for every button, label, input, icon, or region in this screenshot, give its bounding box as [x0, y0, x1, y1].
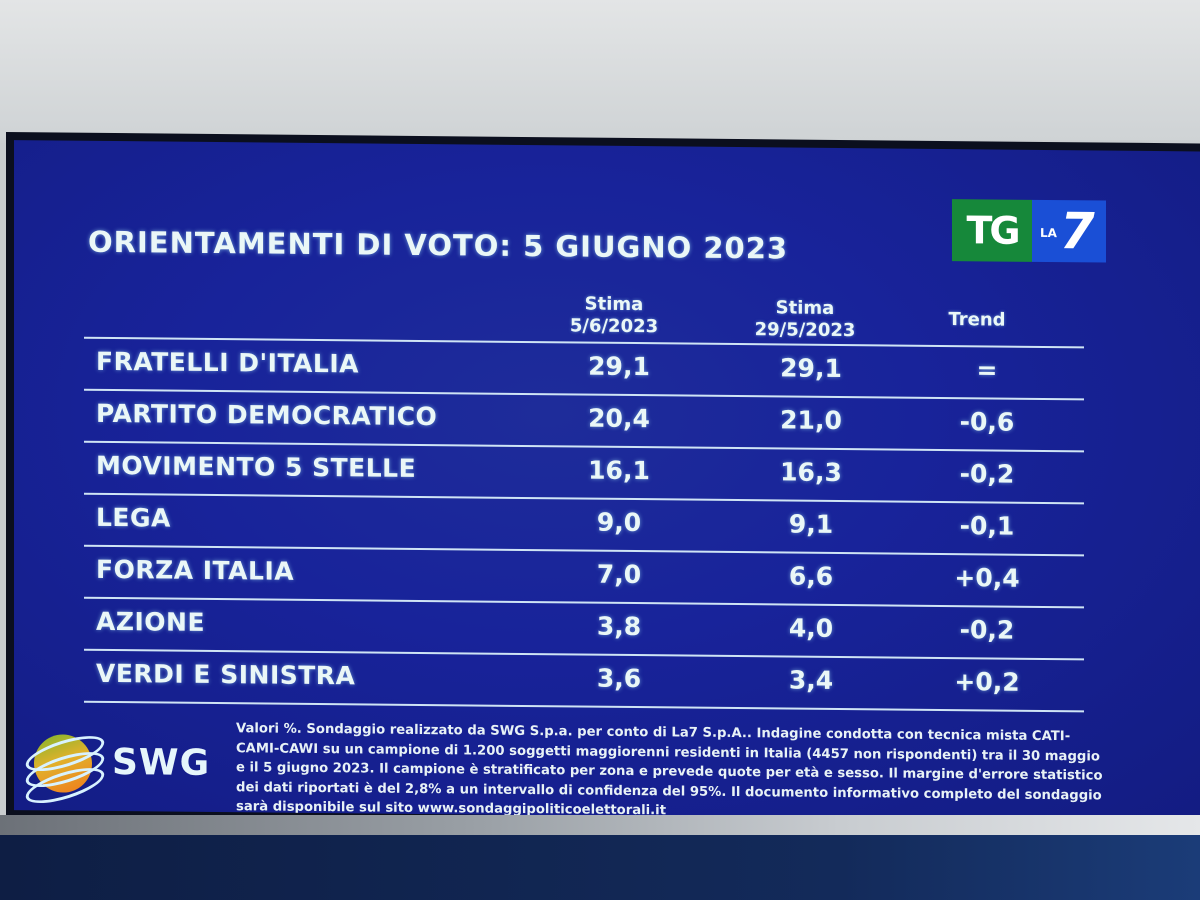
column-header-line: Stima — [775, 297, 835, 319]
tv-frame: ORIENTAMENTI DI VOTO: 5 GIUGNO 2023 TG L… — [6, 132, 1200, 834]
column-header-line: 29/5/2023 — [754, 319, 856, 342]
current-estimate: 3,8 — [596, 611, 642, 642]
column-header-line: Trend — [948, 309, 1006, 331]
party-name: FORZA ITALIA — [96, 554, 295, 586]
previous-estimate: 3,4 — [788, 665, 834, 695]
tv-screen: ORIENTAMENTI DI VOTO: 5 GIUGNO 2023 TG L… — [14, 140, 1200, 822]
previous-estimate: 21,0 — [780, 405, 842, 436]
swg-logo: SWG — [20, 726, 211, 811]
party-name: FRATELLI D'ITALIA — [96, 346, 359, 379]
trend-value: -0,1 — [959, 511, 1015, 541]
column-header-previous: Stima 29/5/2023 — [740, 297, 870, 342]
la7-logo-part: LA 7 — [1032, 199, 1106, 263]
column-header-line: 5/6/2023 — [569, 315, 659, 338]
party-name: LEGA — [96, 502, 171, 533]
desk-surface — [0, 835, 1200, 900]
trend-value: = — [976, 355, 998, 385]
table-row: VERDI E SINISTRA 3,6 3,4 +0,2 — [84, 648, 1084, 713]
la-text: LA — [1040, 225, 1057, 241]
previous-estimate: 29,1 — [780, 353, 842, 384]
page-title: ORIENTAMENTI DI VOTO: 5 GIUGNO 2023 — [88, 224, 789, 266]
current-estimate: 29,1 — [588, 351, 650, 382]
table-row: LEGA 9,0 9,1 -0,1 — [84, 492, 1084, 555]
tv-bezel-bottom — [0, 815, 1200, 837]
seven-text: 7 — [1060, 202, 1095, 261]
party-name: VERDI E SINISTRA — [96, 658, 356, 691]
tg-la7-logo: TG LA 7 — [952, 199, 1106, 263]
current-estimate: 20,4 — [588, 403, 650, 434]
previous-estimate: 4,0 — [788, 613, 834, 643]
poll-table: FRATELLI D'ITALIA 29,1 29,1 = PARTITO DE… — [84, 336, 1084, 713]
table-row: PARTITO DEMOCRATICO 20,4 21,0 -0,6 — [84, 388, 1084, 451]
trend-value: -0,6 — [959, 407, 1015, 437]
previous-estimate: 9,1 — [788, 509, 834, 539]
table-row: MOVIMENTO 5 STELLE 16,1 16,3 -0,2 — [84, 440, 1084, 503]
current-estimate: 16,1 — [588, 455, 650, 486]
current-estimate: 7,0 — [596, 559, 642, 590]
column-header-line: Stima — [584, 293, 644, 316]
party-name: MOVIMENTO 5 STELLE — [96, 450, 417, 483]
current-estimate: 9,0 — [596, 507, 642, 538]
tg-logo-part: TG — [952, 199, 1032, 262]
wall — [0, 0, 1200, 140]
previous-estimate: 16,3 — [780, 457, 842, 488]
column-header-current: Stima 5/6/2023 — [554, 293, 674, 338]
methodology-note: Valori %. Sondaggio realizzato da SWG S.… — [236, 721, 1103, 819]
party-name: AZIONE — [96, 606, 206, 637]
previous-estimate: 6,6 — [788, 561, 834, 591]
trend-value: -0,2 — [959, 459, 1015, 489]
column-header-trend: Trend — [932, 309, 1022, 332]
table-row: FRATELLI D'ITALIA 29,1 29,1 = — [84, 336, 1084, 399]
trend-value: -0,2 — [959, 615, 1015, 645]
party-name: PARTITO DEMOCRATICO — [96, 398, 438, 432]
trend-value: +0,2 — [954, 667, 1020, 697]
swg-text: SWG — [112, 741, 211, 784]
table-row: AZIONE 3,8 4,0 -0,2 — [84, 596, 1084, 659]
current-estimate: 3,6 — [596, 663, 642, 694]
globe-icon — [20, 726, 109, 811]
table-row: FORZA ITALIA 7,0 6,6 +0,4 — [84, 544, 1084, 607]
trend-value: +0,4 — [954, 563, 1020, 593]
